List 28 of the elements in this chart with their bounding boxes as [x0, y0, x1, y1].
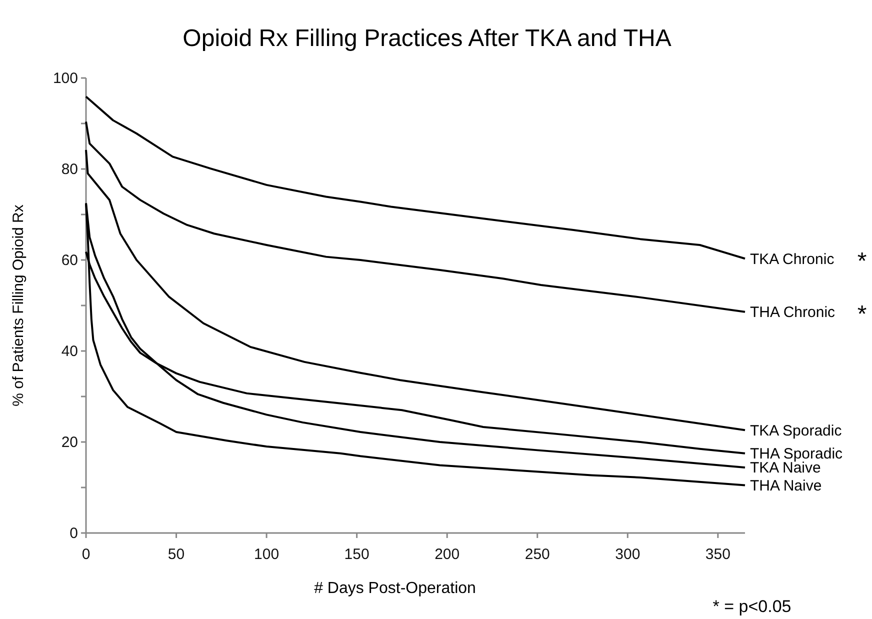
- x-tick-label: 0: [82, 546, 90, 563]
- series-label: THA Naive: [750, 477, 822, 494]
- chart-title: Opioid Rx Filling Practices After TKA and THA: [182, 25, 672, 52]
- x-tick-label: 250: [524, 546, 550, 563]
- text: * = p<0.05: [712, 597, 792, 616]
- x-tick-label: 150: [344, 546, 370, 563]
- y-axis-title: % of Patients Filling Opioid Rx: [10, 204, 27, 406]
- series-label: THA Sporadic: [750, 446, 844, 463]
- x-tick-label: 50: [168, 546, 185, 563]
- y-tick-label: 60: [61, 252, 78, 269]
- x-axis-title: # Days Post-Operation: [314, 580, 476, 597]
- y-tick-label: 80: [61, 160, 78, 178]
- x-tick-label: 200: [434, 546, 460, 563]
- y-tick-label: 100: [52, 70, 78, 87]
- y-tick-label: 20: [61, 434, 78, 451]
- text: *: [857, 301, 867, 328]
- series-label: THA Chronic: [750, 304, 836, 322]
- line-series: [85, 120, 746, 313]
- line-series: [85, 148, 746, 432]
- line-series: [85, 96, 746, 260]
- series-label: TKA Sporadic: [750, 422, 842, 440]
- x-tick-label: 350: [705, 546, 730, 563]
- text: *: [857, 248, 867, 275]
- x-tick-label: 100: [254, 546, 280, 563]
- x-tick-label: 300: [615, 546, 640, 563]
- y-tick-label: 0: [70, 524, 78, 542]
- y-tick-label: 40: [61, 342, 78, 360]
- series-label: TKA Chronic: [750, 250, 835, 268]
